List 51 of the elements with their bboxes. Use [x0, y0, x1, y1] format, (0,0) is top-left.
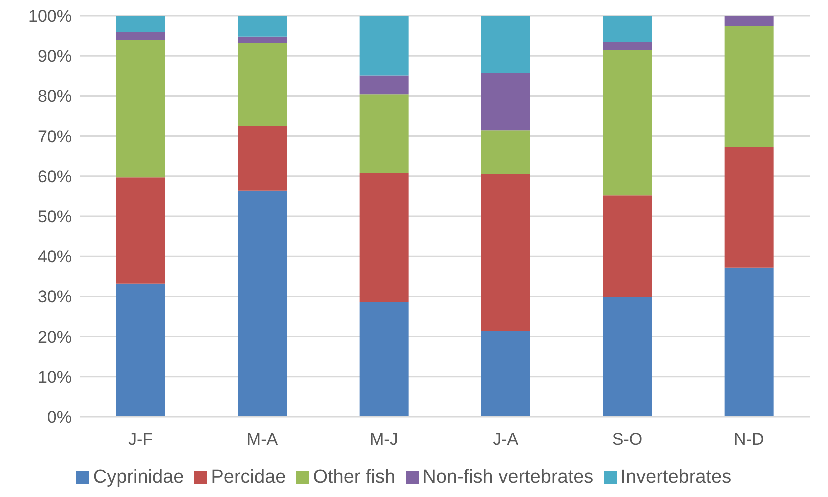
bar — [724, 148, 774, 268]
y-tick-label: 100% — [28, 7, 72, 26]
bar — [238, 36, 288, 44]
legend-label: Non-fish vertebrates — [422, 467, 594, 488]
legend-label: Cyprinidae — [93, 467, 184, 488]
bar — [724, 268, 774, 417]
legend-label: Other fish — [313, 467, 396, 488]
y-tick-label: 30% — [38, 288, 72, 307]
bar — [482, 16, 530, 74]
bar — [238, 43, 288, 126]
bar — [603, 298, 652, 417]
bar — [482, 331, 530, 417]
bar — [116, 284, 166, 417]
bar — [238, 16, 288, 37]
y-tick-label: 20% — [38, 328, 72, 347]
x-tick-label: S-O — [612, 430, 643, 450]
y-tick-label: 0% — [47, 408, 72, 428]
bar — [603, 16, 652, 42]
bar — [603, 50, 652, 196]
bar — [238, 190, 288, 417]
bar — [116, 16, 166, 32]
bar — [116, 178, 166, 284]
x-tick-label: J-F — [128, 430, 154, 450]
x-tick-label: M-A — [246, 430, 279, 450]
y-tick-label: 60% — [38, 167, 72, 186]
bar — [482, 130, 530, 174]
y-tick-label: 40% — [38, 248, 72, 267]
legend-label: Percidae — [211, 467, 286, 488]
x-tick-label: M-J — [370, 430, 398, 450]
bar — [116, 40, 166, 178]
bar — [603, 196, 652, 298]
bar — [482, 73, 530, 131]
x-tick-label: J-A — [493, 430, 520, 450]
x-tick-label: N-D — [734, 430, 764, 450]
bar — [603, 42, 652, 50]
y-tick-label: 80% — [38, 87, 72, 106]
bar — [360, 94, 409, 174]
bar — [360, 302, 409, 417]
bar — [360, 76, 409, 95]
bar — [116, 32, 166, 40]
y-tick-label: 70% — [38, 127, 72, 146]
bar — [724, 26, 774, 148]
bar — [360, 16, 409, 76]
bar — [482, 174, 530, 332]
y-tick-label: 90% — [38, 47, 72, 66]
bar — [724, 16, 774, 26]
y-tick-label: 50% — [38, 208, 72, 227]
y-tick-label: 10% — [38, 368, 72, 387]
legend-label: Invertebrates — [620, 467, 732, 488]
bar — [360, 173, 409, 302]
bar — [238, 126, 288, 191]
